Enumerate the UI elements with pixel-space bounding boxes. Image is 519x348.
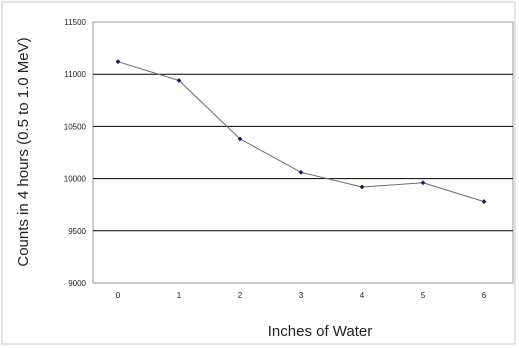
x-tick-label: 2 <box>238 291 243 300</box>
series-markers <box>115 59 487 204</box>
y-tick-label: 11500 <box>64 18 86 27</box>
y-axis-tick-labels: 9000 9500 10000 10500 11000 11500 <box>64 18 87 288</box>
x-tick-label: 5 <box>421 291 426 300</box>
y-tick-label: 9000 <box>68 279 86 288</box>
y-tick-label: 10000 <box>64 175 87 184</box>
plot-area <box>92 21 514 284</box>
x-tick-label: 3 <box>299 291 304 300</box>
series-marker <box>237 136 243 142</box>
x-tick-label: 4 <box>360 291 365 300</box>
series-marker <box>115 59 121 65</box>
x-tick-label: 6 <box>482 291 487 300</box>
series-marker <box>298 169 304 175</box>
x-tick-label: 0 <box>116 291 121 300</box>
x-axis-title: Inches of Water <box>268 323 373 340</box>
x-tick-label: 1 <box>177 291 182 300</box>
series-marker <box>420 180 426 186</box>
x-axis-tick-labels: 0 1 2 3 4 5 6 <box>116 291 487 300</box>
y-axis-title: Counts in 4 hours (0.5 to 1.0 MeV) <box>15 37 32 266</box>
y-tick-label: 11000 <box>64 70 86 79</box>
series-marker <box>481 199 487 204</box>
y-tick-label: 9500 <box>68 227 86 236</box>
series-marker <box>176 78 182 83</box>
y-tick-label: 10500 <box>64 122 87 131</box>
series-marker <box>359 184 365 190</box>
gridlines <box>93 73 513 232</box>
